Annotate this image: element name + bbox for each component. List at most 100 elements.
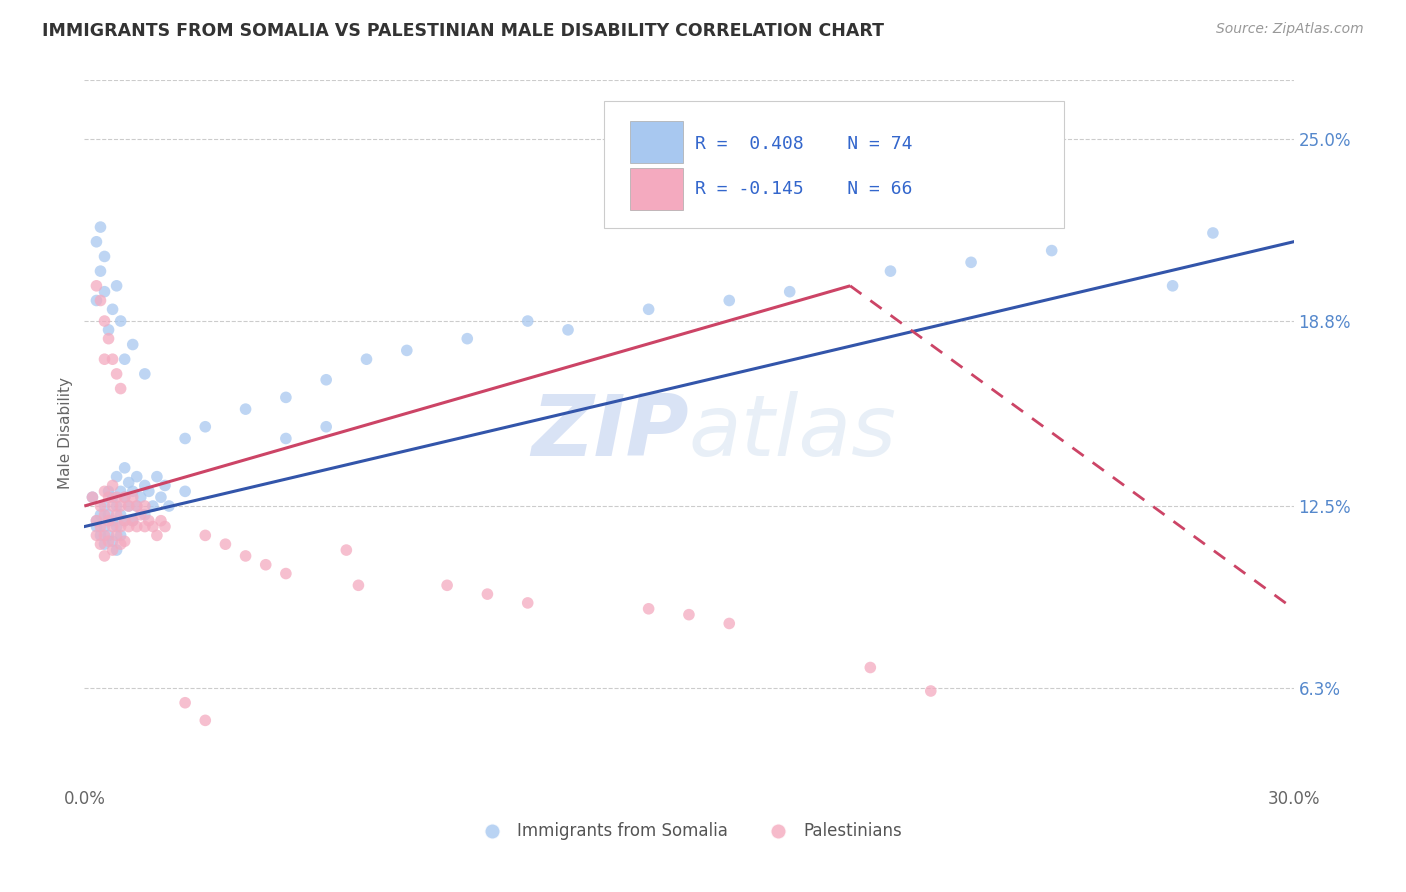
Point: [86, 235, 108, 249]
FancyBboxPatch shape: [630, 121, 683, 162]
Point: [97, 514, 120, 528]
Point: [138, 484, 160, 499]
Point: [110, 537, 132, 551]
Point: [456, 332, 478, 346]
Point: [101, 543, 124, 558]
Point: [149, 490, 172, 504]
Point: [93, 484, 115, 499]
Point: [254, 558, 277, 572]
Point: [101, 514, 124, 528]
Point: [235, 402, 257, 417]
Point: [97, 534, 120, 549]
Text: R =  0.408    N = 74: R = 0.408 N = 74: [695, 136, 912, 153]
Point: [89, 528, 111, 542]
Point: [146, 528, 169, 542]
Point: [114, 460, 136, 475]
Point: [89, 220, 111, 235]
Point: [82, 490, 104, 504]
Point: [174, 432, 197, 446]
Point: [89, 508, 111, 522]
Point: [118, 519, 141, 533]
Point: [97, 323, 120, 337]
Point: [97, 508, 120, 522]
Point: [105, 519, 128, 533]
Point: [89, 264, 111, 278]
Text: ZIP: ZIP: [531, 391, 689, 475]
Point: [315, 419, 337, 434]
Point: [149, 514, 172, 528]
Point: [114, 490, 136, 504]
Point: [142, 499, 165, 513]
Point: [114, 514, 136, 528]
Point: [637, 602, 659, 616]
Point: [134, 499, 156, 513]
Point: [110, 499, 132, 513]
Point: [121, 490, 143, 504]
Point: [134, 367, 156, 381]
Point: [105, 543, 128, 558]
Point: [86, 514, 108, 528]
FancyBboxPatch shape: [630, 169, 683, 210]
Point: [125, 499, 148, 513]
Text: IMMIGRANTS FROM SOMALIA VS PALESTINIAN MALE DISABILITY CORRELATION CHART: IMMIGRANTS FROM SOMALIA VS PALESTINIAN M…: [42, 22, 884, 40]
Point: [89, 537, 111, 551]
Point: [718, 616, 741, 631]
Point: [114, 490, 136, 504]
Point: [86, 293, 108, 308]
Point: [97, 484, 120, 499]
Point: [93, 508, 115, 522]
Point: [93, 499, 115, 513]
Point: [356, 352, 378, 367]
Point: [89, 519, 111, 533]
Point: [110, 519, 132, 533]
Point: [477, 587, 499, 601]
Point: [153, 519, 176, 533]
Point: [97, 332, 120, 346]
Point: [101, 352, 124, 367]
Point: [557, 323, 579, 337]
Point: [960, 255, 983, 269]
Y-axis label: Male Disability: Male Disability: [58, 376, 73, 489]
Point: [110, 484, 132, 499]
Point: [105, 367, 128, 381]
Point: [678, 607, 700, 622]
Point: [121, 484, 143, 499]
Point: [93, 250, 115, 264]
Text: atlas: atlas: [689, 391, 897, 475]
Point: [114, 514, 136, 528]
Point: [86, 278, 108, 293]
Point: [157, 499, 180, 513]
Point: [315, 373, 337, 387]
Point: [153, 478, 176, 492]
Point: [142, 519, 165, 533]
Point: [101, 499, 124, 513]
Point: [134, 519, 156, 533]
Point: [121, 514, 143, 528]
Point: [105, 490, 128, 504]
Point: [118, 499, 141, 513]
Point: [93, 549, 115, 563]
Point: [516, 596, 538, 610]
Point: [395, 343, 418, 358]
Point: [138, 514, 160, 528]
Point: [1202, 226, 1225, 240]
Point: [1040, 244, 1063, 258]
Point: [105, 469, 128, 483]
Point: [93, 352, 115, 367]
Point: [347, 578, 370, 592]
Point: [101, 478, 124, 492]
Point: [134, 478, 156, 492]
Point: [118, 475, 141, 490]
Point: [436, 578, 458, 592]
Point: [101, 519, 124, 533]
Point: [194, 419, 217, 434]
Point: [105, 499, 128, 513]
Text: Source: ZipAtlas.com: Source: ZipAtlas.com: [1216, 22, 1364, 37]
Point: [105, 508, 128, 522]
Point: [779, 285, 801, 299]
Point: [129, 490, 152, 504]
Point: [121, 514, 143, 528]
Point: [129, 508, 152, 522]
Point: [920, 684, 942, 698]
Point: [125, 469, 148, 483]
